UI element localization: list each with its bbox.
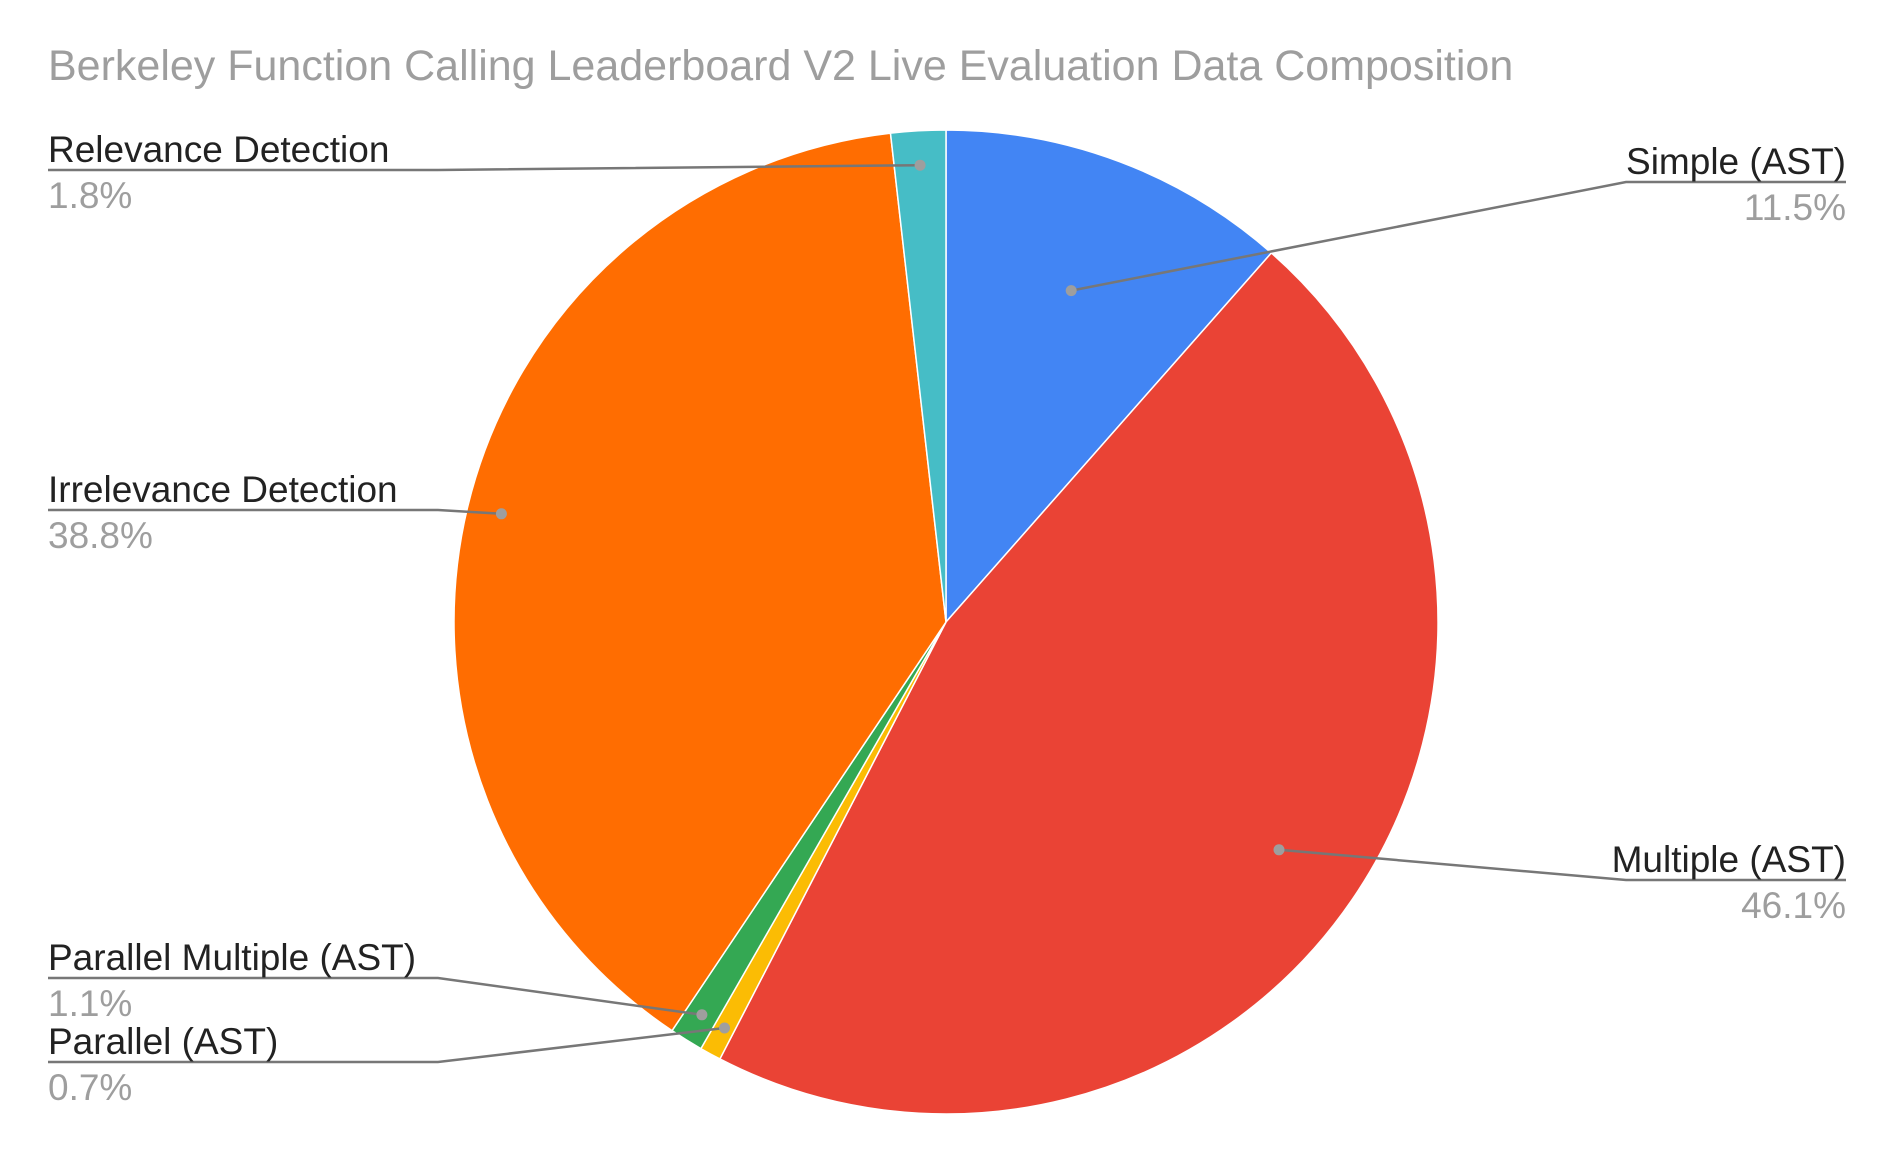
leader-dot-simple-ast	[1065, 285, 1077, 297]
slice-value-multiple-ast: 46.1%	[1741, 885, 1846, 926]
leader-dot-parallel-ast	[719, 1022, 730, 1034]
leader-line-relevance-detection	[48, 163, 921, 172]
leader-dot-parallel-multiple-ast	[696, 1009, 708, 1021]
pie-slice-relevance-detection	[889, 129, 947, 623]
pie-slice-multiple-ast	[718, 251, 1439, 1115]
slice-value-irrelevance-detection: 38.8%	[48, 515, 153, 556]
leader-dot-irrelevance-detection	[495, 508, 507, 520]
slice-value-parallel-ast: 0.7%	[48, 1067, 132, 1108]
leader-line-irrelevance-detection	[48, 508, 502, 516]
leader-line-multiple-ast	[1278, 848, 1846, 882]
slice-label-relevance-detection: Relevance Detection	[48, 129, 389, 170]
leader-line-simple-ast	[1070, 180, 1846, 292]
slice-label-irrelevance-detection: Irrelevance Detection	[48, 469, 398, 510]
slice-label-multiple-ast: Multiple (AST)	[1612, 839, 1846, 880]
slice-label-simple-ast: Simple (AST)	[1626, 141, 1846, 182]
slice-label-parallel-ast: Parallel (AST)	[48, 1021, 278, 1062]
pie-slices	[453, 129, 1439, 1115]
slice-label-parallel-multiple-ast: Parallel Multiple (AST)	[48, 937, 416, 978]
slice-value-parallel-multiple-ast: 1.1%	[48, 983, 132, 1024]
slice-value-relevance-detection: 1.8%	[48, 175, 132, 216]
leader-dot-relevance-detection	[914, 159, 926, 171]
slice-labels: Simple (AST) 11.5% Multiple (AST) 46.1% Para…	[48, 129, 1846, 1108]
leader-lines	[48, 159, 1846, 1064]
leader-line-parallel-ast	[48, 1026, 725, 1064]
slice-value-simple-ast: 11.5%	[1744, 187, 1846, 228]
leader-dot-multiple-ast	[1273, 844, 1285, 856]
pie-slice-irrelevance-detection	[453, 132, 947, 1032]
pie-slice-simple-ast	[945, 129, 1273, 624]
chart-title: Berkeley Function Calling Leaderboard V2…	[48, 42, 1513, 90]
leader-line-parallel-multiple-ast	[48, 976, 703, 1017]
